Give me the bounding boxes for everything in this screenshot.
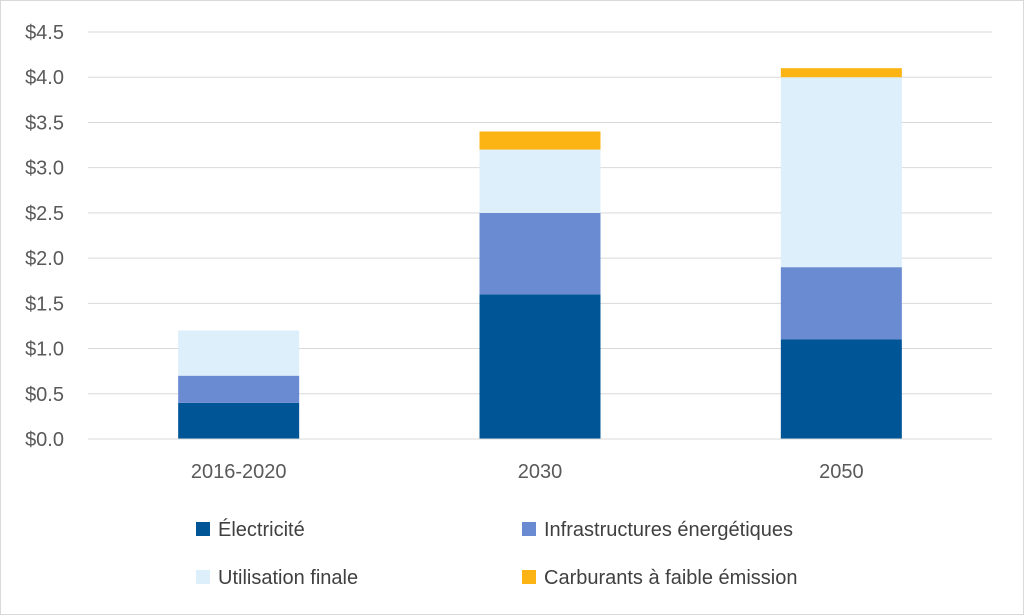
legend-swatch (522, 522, 536, 536)
legend-label: Carburants à faible émission (544, 567, 797, 589)
x-axis-ticks: 2016-2020 2030 2050 (191, 461, 864, 483)
y-tick-label: $1.5 (25, 293, 64, 315)
bar-segment (479, 131, 601, 150)
y-tick-label: $3.0 (25, 158, 64, 180)
y-tick-label: $0.5 (25, 384, 64, 406)
bar-segment (479, 212, 601, 295)
legend: Électricité Infrastructures énergétiques U… (196, 518, 797, 589)
bar-segment (780, 68, 902, 78)
y-axis-ticks: $0.0 $0.5 $1.0 $1.5 $2.0 $2.5 $3.0 $3.5 $4.0 $4.5 (25, 22, 64, 451)
y-tick-label: $2.5 (25, 203, 64, 225)
legend-swatch (196, 570, 210, 584)
y-tick-label: $4.0 (25, 67, 64, 89)
bar-segment (780, 339, 902, 439)
bar-segment (479, 294, 601, 439)
y-tick-label: $2.0 (25, 248, 64, 270)
bar-segment (479, 149, 601, 213)
bar-segment (178, 375, 300, 403)
y-tick-label: $4.5 (25, 22, 64, 44)
legend-label: Électricité (218, 518, 305, 541)
bar-segment (178, 402, 300, 439)
y-tick-label: $3.5 (25, 112, 64, 134)
bars (178, 68, 902, 439)
bar-segment (780, 267, 902, 340)
legend-label: Utilisation finale (218, 567, 358, 589)
legend-label: Infrastructures énergétiques (544, 519, 793, 541)
x-tick-label: 2050 (819, 461, 864, 483)
y-tick-label: $0.0 (25, 429, 64, 451)
bar-segment (178, 330, 300, 376)
bar-segment (780, 77, 902, 268)
x-tick-label: 2016-2020 (191, 461, 287, 483)
legend-swatch (522, 570, 536, 584)
legend-swatch (196, 522, 210, 536)
y-tick-label: $1.0 (25, 339, 64, 361)
x-tick-label: 2030 (518, 461, 563, 483)
